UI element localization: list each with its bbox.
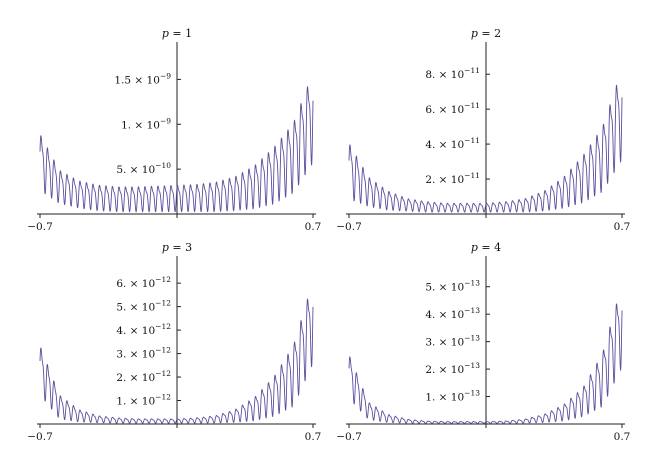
subplot-title: p = 2 — [471, 27, 501, 40]
y-tick-label: 1. × 10−13 — [425, 389, 480, 404]
y-tick-label: 5. × 10−12 — [116, 299, 171, 314]
x-tick-label: −0.7 — [27, 431, 53, 443]
y-tick-label: 2. × 10−12 — [116, 369, 171, 384]
series-line — [39, 298, 314, 424]
y-tick-label: 4. × 10−12 — [116, 322, 171, 337]
subplot-title: p = 4 — [471, 241, 501, 254]
x-tick-label: 0.7 — [305, 221, 322, 233]
y-tick-label: 5. × 10−10 — [116, 161, 171, 176]
series-line — [39, 86, 314, 213]
y-tick-label: 2. × 10−11 — [425, 171, 480, 186]
series-line — [348, 303, 623, 424]
x-tick-label: −0.7 — [27, 221, 53, 233]
y-tick-label: 2. × 10−13 — [425, 361, 480, 376]
x-tick-label: −0.7 — [336, 431, 362, 443]
subplot-p4: p = 4 1. × 10−13 2. × 10−13 3. × 10−13 4. × … — [336, 241, 630, 443]
y-tick-label: 3. × 10−13 — [425, 334, 480, 349]
y-tick-label: 1. × 10−9 — [121, 116, 171, 131]
y-tick-label: 4. × 10−11 — [425, 136, 480, 151]
y-tick-label: 6. × 10−12 — [116, 275, 171, 290]
y-tick-label: 5. × 10−13 — [425, 279, 480, 294]
y-tick-label: 8. × 10−11 — [425, 66, 480, 81]
subplot-title: p = 1 — [162, 27, 192, 40]
subplot-p2: p = 2 2. × 10−11 4. × 10−11 6. × 10−11 8. × … — [336, 27, 630, 233]
x-tick-label: 0.7 — [305, 431, 322, 443]
y-tick-label: 1. × 10−12 — [116, 393, 171, 408]
y-tick-label: 3. × 10−12 — [116, 346, 171, 361]
subplot-p3: p = 3 1. × 10−12 2. × 10−12 3. × 10−12 4. × … — [27, 241, 321, 443]
subplot-p1: p = 1 5. × 10−10 1. × 10−9 1.5 × 10−9 −0.7 0.… — [27, 27, 321, 233]
x-tick-label: 0.7 — [614, 431, 631, 443]
series-line — [348, 84, 623, 213]
y-tick-label: 4. × 10−13 — [425, 306, 480, 321]
x-tick-label: −0.7 — [336, 221, 362, 233]
x-tick-label: 0.7 — [614, 221, 631, 233]
y-tick-label: 1.5 × 10−9 — [114, 71, 171, 86]
y-tick-label: 6. × 10−11 — [425, 101, 480, 116]
subplot-title: p = 3 — [162, 241, 192, 254]
